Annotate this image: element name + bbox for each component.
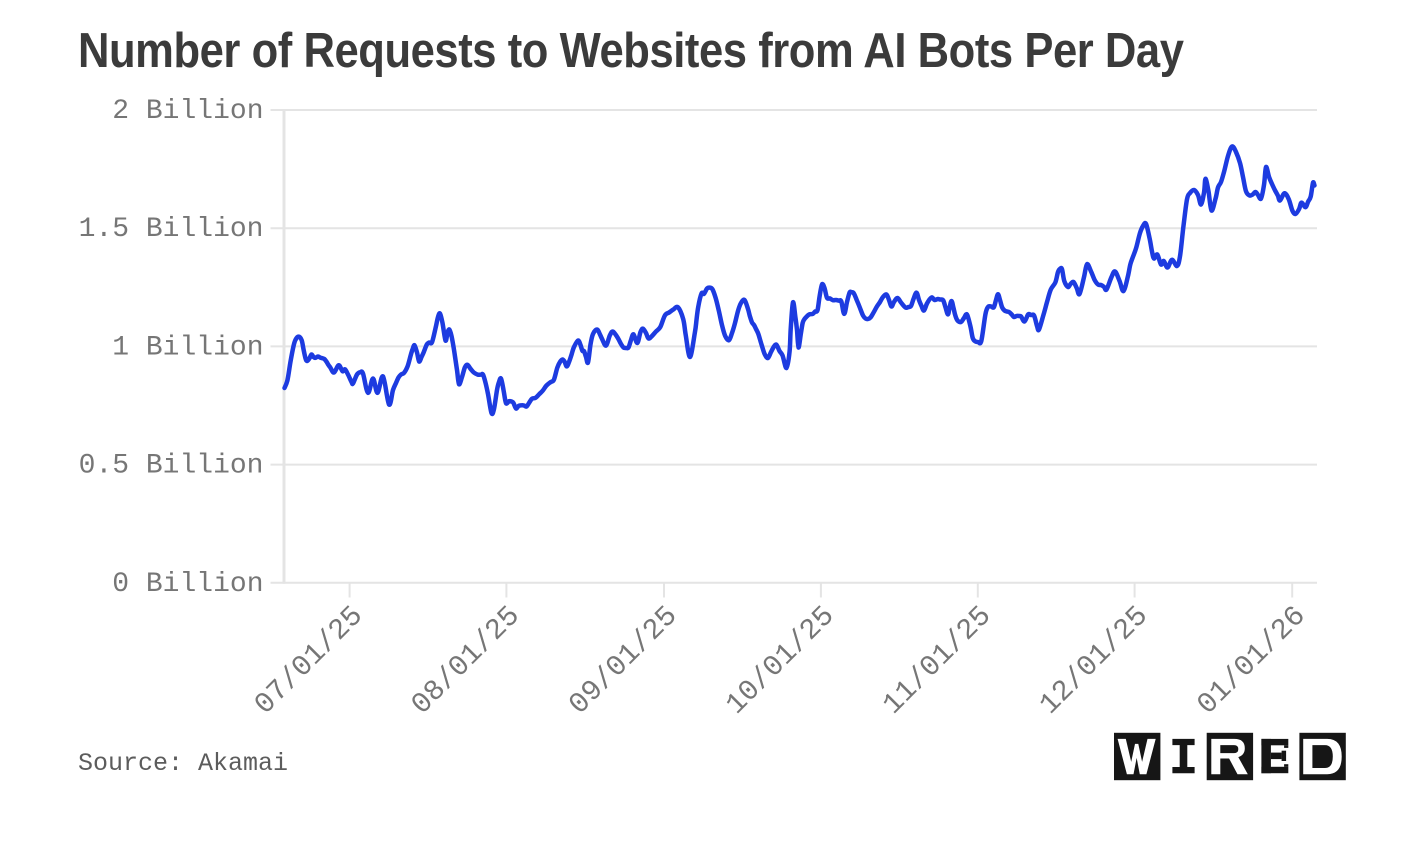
svg-text:09/01/25: 09/01/25 [563, 600, 685, 722]
svg-text:10/01/25: 10/01/25 [719, 600, 841, 722]
svg-text:0 Billion: 0 Billion [112, 569, 263, 600]
svg-text:08/01/25: 08/01/25 [405, 600, 527, 722]
svg-text:1.5 Billion: 1.5 Billion [79, 214, 264, 245]
svg-text:07/01/25: 07/01/25 [248, 600, 370, 722]
svg-text:Source: Akamai: Source: Akamai [78, 749, 288, 778]
svg-text:1 Billion: 1 Billion [112, 332, 263, 363]
svg-text:2 Billion: 2 Billion [112, 96, 263, 127]
svg-text:11/01/25: 11/01/25 [876, 600, 998, 722]
svg-text:12/01/25: 12/01/25 [1033, 600, 1155, 722]
svg-text:01/01/26: 01/01/26 [1191, 600, 1313, 722]
svg-text:0.5 Billion: 0.5 Billion [79, 451, 264, 482]
